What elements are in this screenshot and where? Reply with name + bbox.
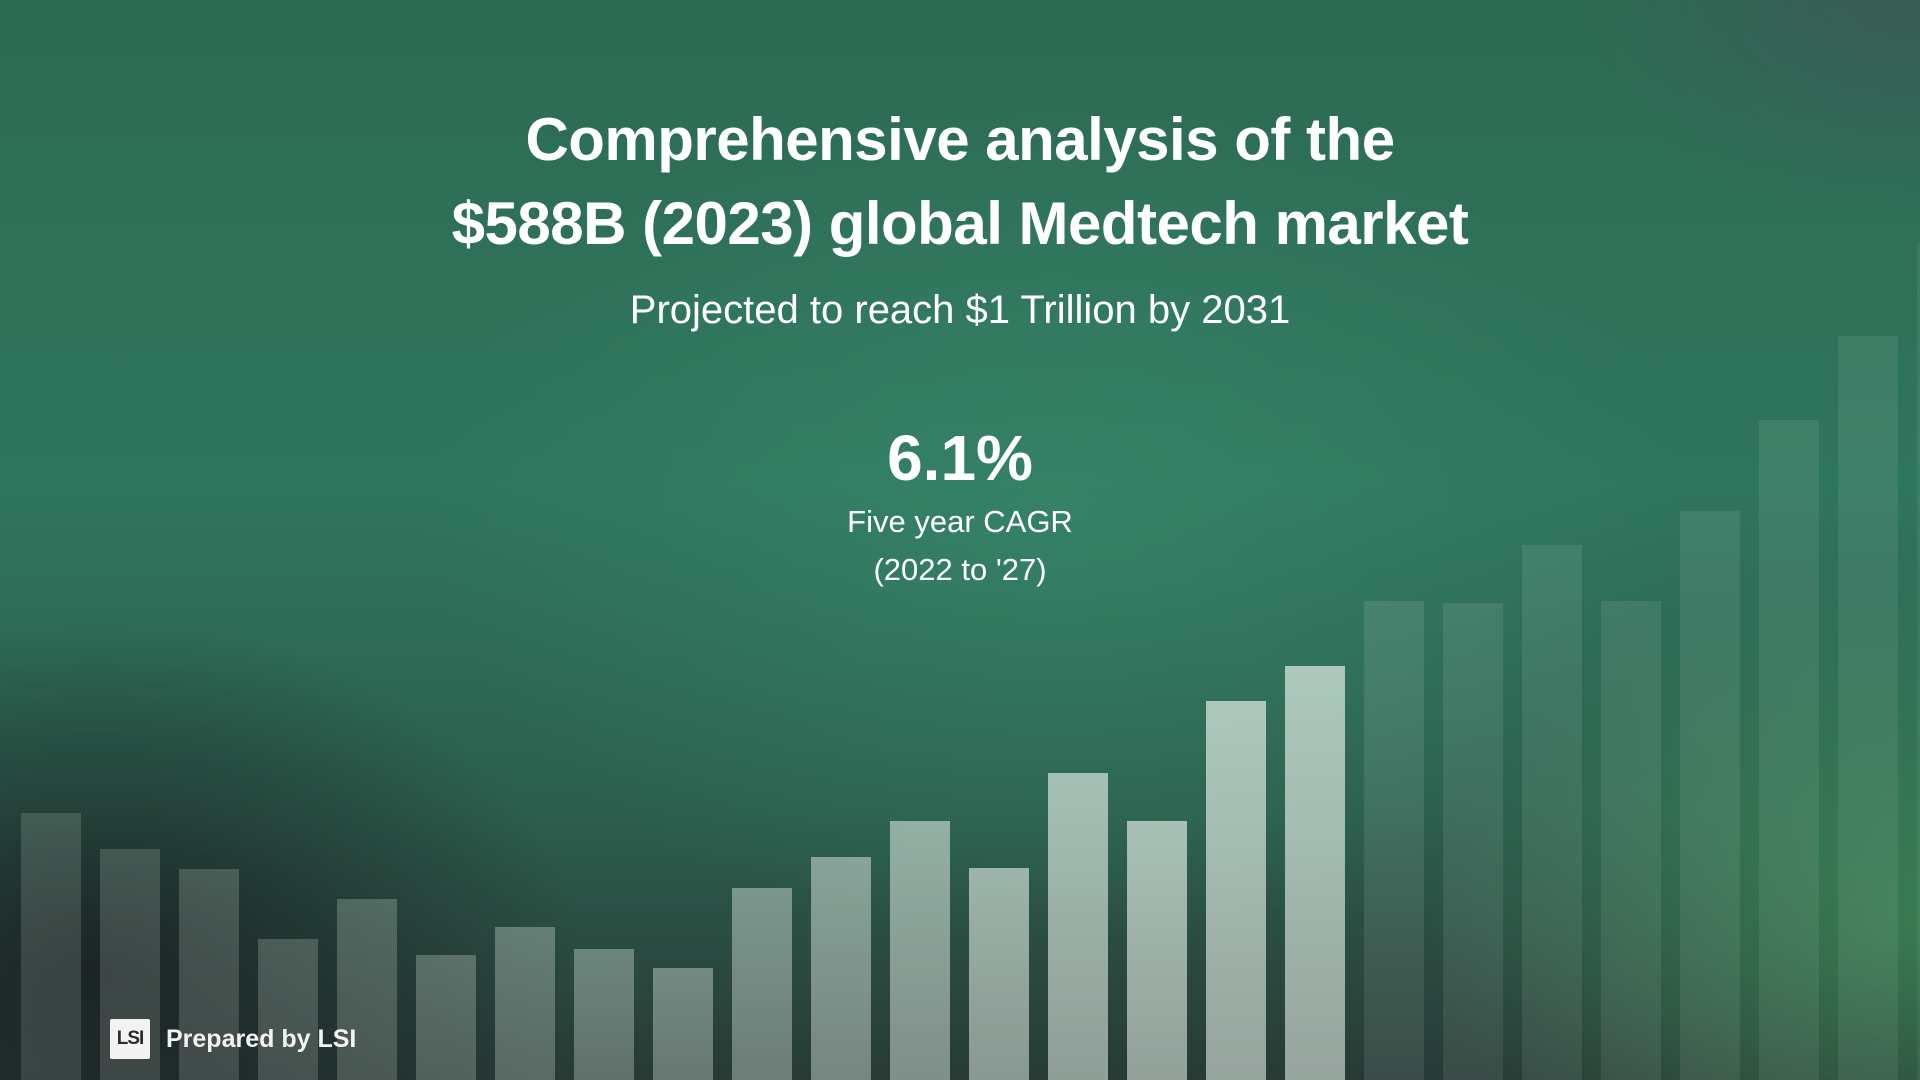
slide-subtitle: Projected to reach $1 Trillion by 2031: [629, 288, 1291, 332]
cagr-label: Five year CAGR (2022 to '27): [0, 498, 1920, 594]
lsi-logo-icon: LSI: [110, 1019, 150, 1059]
bar-16: [1206, 701, 1266, 1080]
bar-3: [179, 869, 239, 1080]
bar-13: [969, 868, 1029, 1080]
bar-20: [1522, 545, 1582, 1080]
cagr-label-line-2: (2022 to '27): [873, 552, 1047, 587]
bar-23: [1759, 420, 1819, 1080]
bar-10: [732, 888, 792, 1080]
bar-1: [21, 813, 81, 1080]
bar-14: [1048, 773, 1108, 1080]
bar-19: [1443, 603, 1503, 1080]
bar-18: [1364, 601, 1424, 1080]
bar-17: [1285, 666, 1345, 1080]
bar-25: [1917, 243, 1920, 1080]
prepared-by-label: Prepared by LSI: [166, 1024, 357, 1053]
bar-7: [495, 927, 555, 1080]
slide-title: Comprehensive analysis of the $588B (202…: [0, 98, 1920, 266]
bar-12: [890, 821, 950, 1080]
bar-22: [1680, 511, 1740, 1080]
bar-21: [1601, 601, 1661, 1080]
bar-8: [574, 949, 634, 1080]
cagr-label-line-1: Five year CAGR: [847, 504, 1073, 539]
bar-5: [337, 899, 397, 1080]
title-line-1: Comprehensive analysis of the: [525, 106, 1395, 173]
cagr-value: 6.1%: [887, 422, 1033, 494]
bar-9: [653, 968, 713, 1080]
bar-4: [258, 939, 318, 1080]
bar-6: [416, 955, 476, 1080]
bar-15: [1127, 821, 1187, 1080]
bar-11: [811, 857, 871, 1080]
footer: LSI Prepared by LSI: [110, 1019, 356, 1059]
title-line-2: $588B (2023) global Medtech market: [451, 190, 1469, 257]
bar-24: [1838, 336, 1898, 1080]
